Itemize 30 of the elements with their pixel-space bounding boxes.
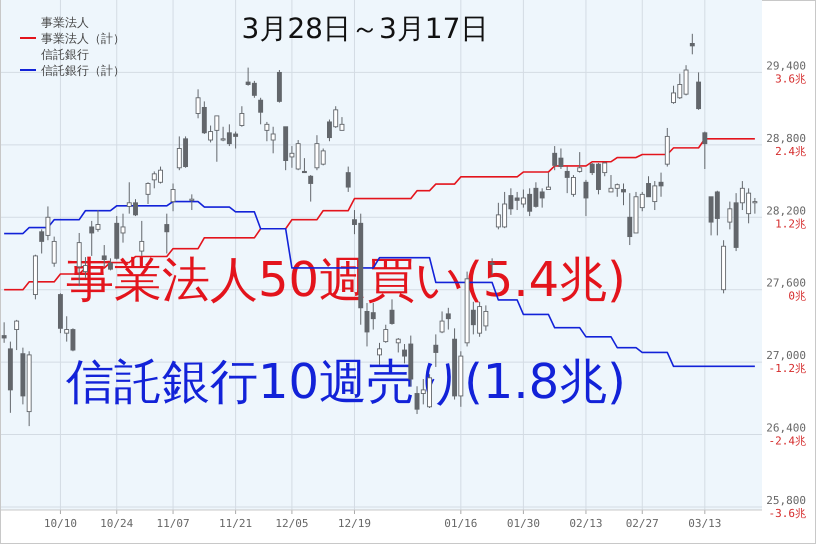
y-tick-label: 28,200 — [766, 204, 806, 218]
y-tick-label: 27,000 — [766, 349, 806, 362]
x-tick-label: 11/07 — [156, 517, 190, 530]
x-tick-label: 11/21 — [219, 517, 252, 530]
x-tick-label: 12/05 — [275, 517, 308, 530]
x-tick-label: 03/13 — [688, 517, 722, 530]
legend-label: 事業法人（計） — [41, 32, 125, 46]
x-tick-label: 10/10 — [44, 517, 77, 530]
text: 3月28日～3月17日 — [242, 12, 488, 45]
y-tick-label: 29,400 — [766, 59, 806, 72]
y-tick-label: 28,800 — [766, 132, 806, 145]
legend-label: 信託銀行 — [41, 48, 89, 62]
x-tick-label: 10/24 — [100, 517, 134, 530]
x-tick-label: 02/13 — [569, 517, 603, 530]
x-tick-label: 12/19 — [338, 517, 372, 530]
x-tick-label: 02/27 — [626, 517, 659, 530]
legend-label: 事業法人 — [41, 16, 89, 30]
y2-tick-label: 1.2兆 — [775, 217, 806, 230]
y-tick-label: 27,600 — [766, 276, 806, 290]
x-tick-label: 01/30 — [506, 517, 540, 530]
y2-tick-label: 2.4兆 — [775, 144, 806, 158]
y-tick-label: 26,400 — [766, 422, 806, 435]
y-tick-label: 25,800 — [766, 494, 806, 507]
y2-tick-label: -1.2兆 — [768, 362, 806, 376]
x-tick-label: 01/16 — [444, 517, 478, 530]
y2-tick-label: 3.6兆 — [775, 72, 806, 86]
y2-tick-label: 0兆 — [788, 290, 806, 303]
legend-label: 信託銀行（計） — [41, 64, 125, 78]
y2-tick-label: -3.6兆 — [768, 506, 806, 520]
y2-tick-label: -2.4兆 — [768, 434, 806, 448]
